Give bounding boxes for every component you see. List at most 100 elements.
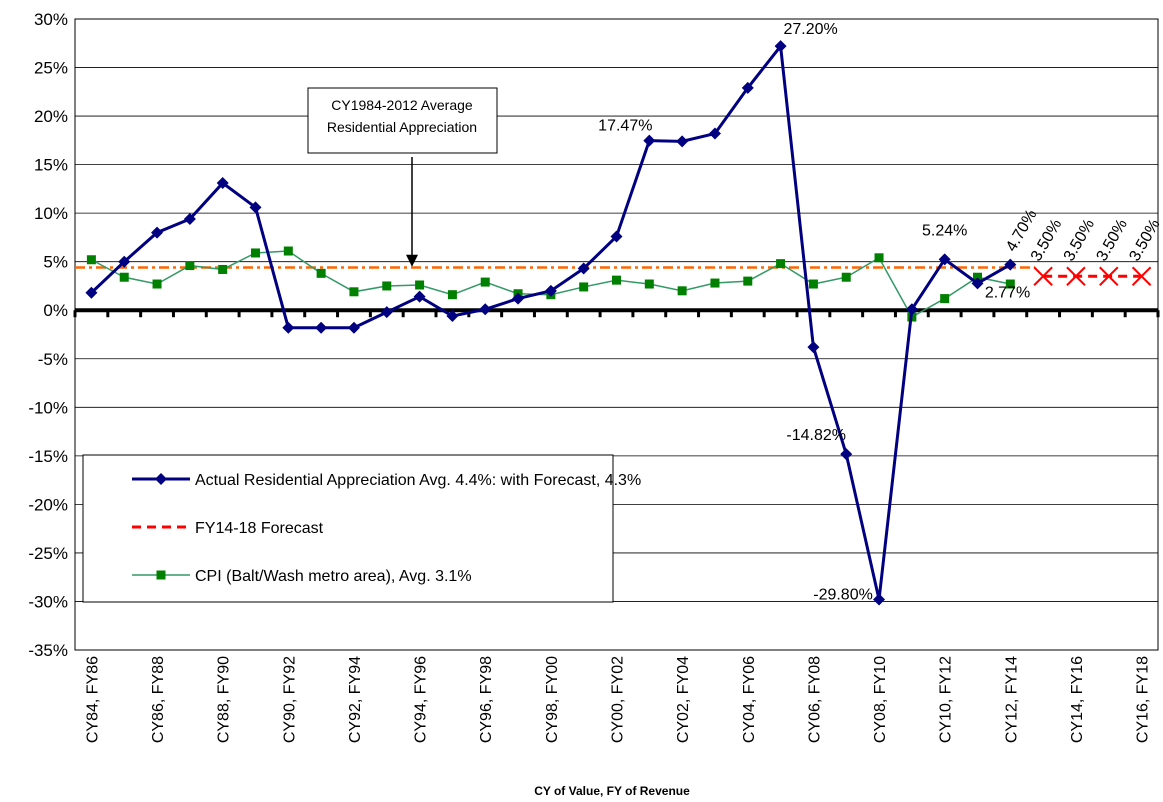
point	[971, 277, 984, 290]
point	[1099, 266, 1119, 286]
point	[1066, 266, 1086, 286]
point	[808, 279, 818, 289]
legend-label: Actual Residential Appreciation Avg. 4.4…	[195, 472, 641, 489]
point	[118, 255, 131, 268]
y-tick-label: 10%	[34, 204, 68, 223]
x-tick-label: CY04, FY06	[741, 656, 758, 743]
point	[155, 473, 167, 485]
point	[579, 282, 589, 292]
data-label: -29.80%	[813, 587, 873, 604]
data-label: 3.50%	[1126, 216, 1163, 264]
point	[1131, 266, 1152, 286]
plot-border	[74, 18, 1159, 651]
point	[643, 134, 656, 147]
point	[774, 40, 787, 53]
y-tick-label: 25%	[34, 59, 68, 78]
annotation: CY1984-2012 Average Residential Appreciat…	[307, 87, 498, 267]
point	[973, 272, 982, 282]
y-tick-label: 30%	[34, 10, 68, 29]
point	[610, 230, 623, 243]
point	[156, 570, 166, 580]
point	[873, 593, 886, 606]
data-label: 2.77%	[985, 284, 1030, 301]
point	[807, 341, 820, 354]
x-tick-label: CY90, FY92	[281, 656, 298, 743]
point	[251, 248, 260, 258]
point	[316, 268, 326, 278]
y-tick-label: 0%	[43, 301, 68, 320]
y-tick-label: -35%	[28, 641, 68, 660]
point	[347, 321, 360, 334]
y-tick-label: -10%	[28, 398, 68, 417]
point	[283, 246, 293, 256]
y-tick-label: 5%	[43, 253, 68, 272]
x-tick-label: CY88, FY90	[216, 656, 233, 743]
y-tick-label: -25%	[28, 544, 68, 563]
x-axis-title: CY of Value, FY of Revenue	[534, 784, 690, 798]
data-label: 27.20%	[783, 21, 837, 38]
point	[85, 286, 98, 299]
point	[710, 278, 720, 288]
x-tick-label: CY10, FY12	[938, 656, 955, 743]
point	[479, 303, 492, 316]
point	[183, 212, 196, 225]
data-label: 3.50%	[1061, 216, 1098, 264]
point	[940, 294, 950, 304]
point	[151, 226, 164, 239]
point	[218, 264, 228, 274]
y-tick-label: -30%	[28, 592, 68, 611]
legend: Actual Residential Appreciation Avg. 4.4…	[82, 454, 641, 603]
point	[480, 277, 490, 287]
point	[612, 275, 621, 285]
point	[841, 272, 851, 282]
x-tick-label: CY02, FY04	[675, 656, 692, 743]
point	[577, 262, 590, 275]
point	[1005, 279, 1015, 289]
point	[874, 253, 884, 263]
point	[382, 281, 392, 291]
point	[380, 306, 393, 319]
point	[708, 127, 721, 140]
point	[677, 286, 687, 296]
annotation-box	[307, 87, 498, 154]
x-tick-label: CY94, FY96	[413, 656, 430, 743]
series-line	[91, 250, 1011, 319]
x-tick-label: CY00, FY02	[610, 656, 627, 743]
y-tick-label: -20%	[28, 495, 68, 514]
data-label: -14.82%	[786, 427, 846, 444]
point	[315, 321, 328, 334]
point	[282, 321, 295, 334]
point	[905, 303, 918, 316]
point	[415, 280, 425, 290]
annotation-text: Residential Appreciation	[327, 119, 477, 135]
legend-label: CPI (Balt/Wash metro area), Avg. 3.1%	[195, 568, 472, 585]
point	[512, 292, 525, 305]
point	[644, 279, 654, 289]
y-tick-label: -15%	[28, 447, 68, 466]
x-tick-label: CY84, FY86	[84, 656, 101, 743]
y-tick-label: 20%	[34, 107, 68, 126]
point	[249, 201, 262, 214]
point	[840, 448, 853, 461]
y-tick-label: -5%	[38, 350, 68, 369]
point	[86, 255, 96, 265]
y-tick-label: 15%	[34, 156, 68, 175]
point	[185, 261, 195, 271]
point	[216, 177, 229, 190]
point	[152, 279, 162, 289]
x-tick-label: CY06, FY08	[806, 656, 823, 743]
data-label: 17.47%	[598, 118, 652, 135]
x-tick-label: CY08, FY10	[872, 656, 889, 743]
point	[1004, 258, 1017, 271]
point	[743, 276, 753, 286]
x-tick-label: CY96, FY98	[478, 656, 495, 743]
x-tick-label: CY14, FY16	[1069, 656, 1086, 743]
point	[446, 310, 459, 323]
annotation-text: CY1984-2012 Average	[331, 97, 473, 113]
point	[413, 290, 426, 303]
point	[741, 81, 754, 94]
data-label: 3.50%	[1094, 216, 1131, 264]
x-tick-label: CY86, FY88	[150, 656, 167, 743]
